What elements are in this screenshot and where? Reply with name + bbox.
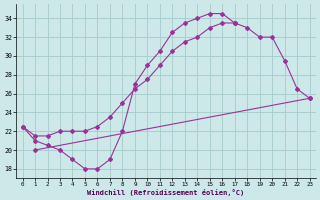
X-axis label: Windchill (Refroidissement éolien,°C): Windchill (Refroidissement éolien,°C) bbox=[87, 189, 245, 196]
